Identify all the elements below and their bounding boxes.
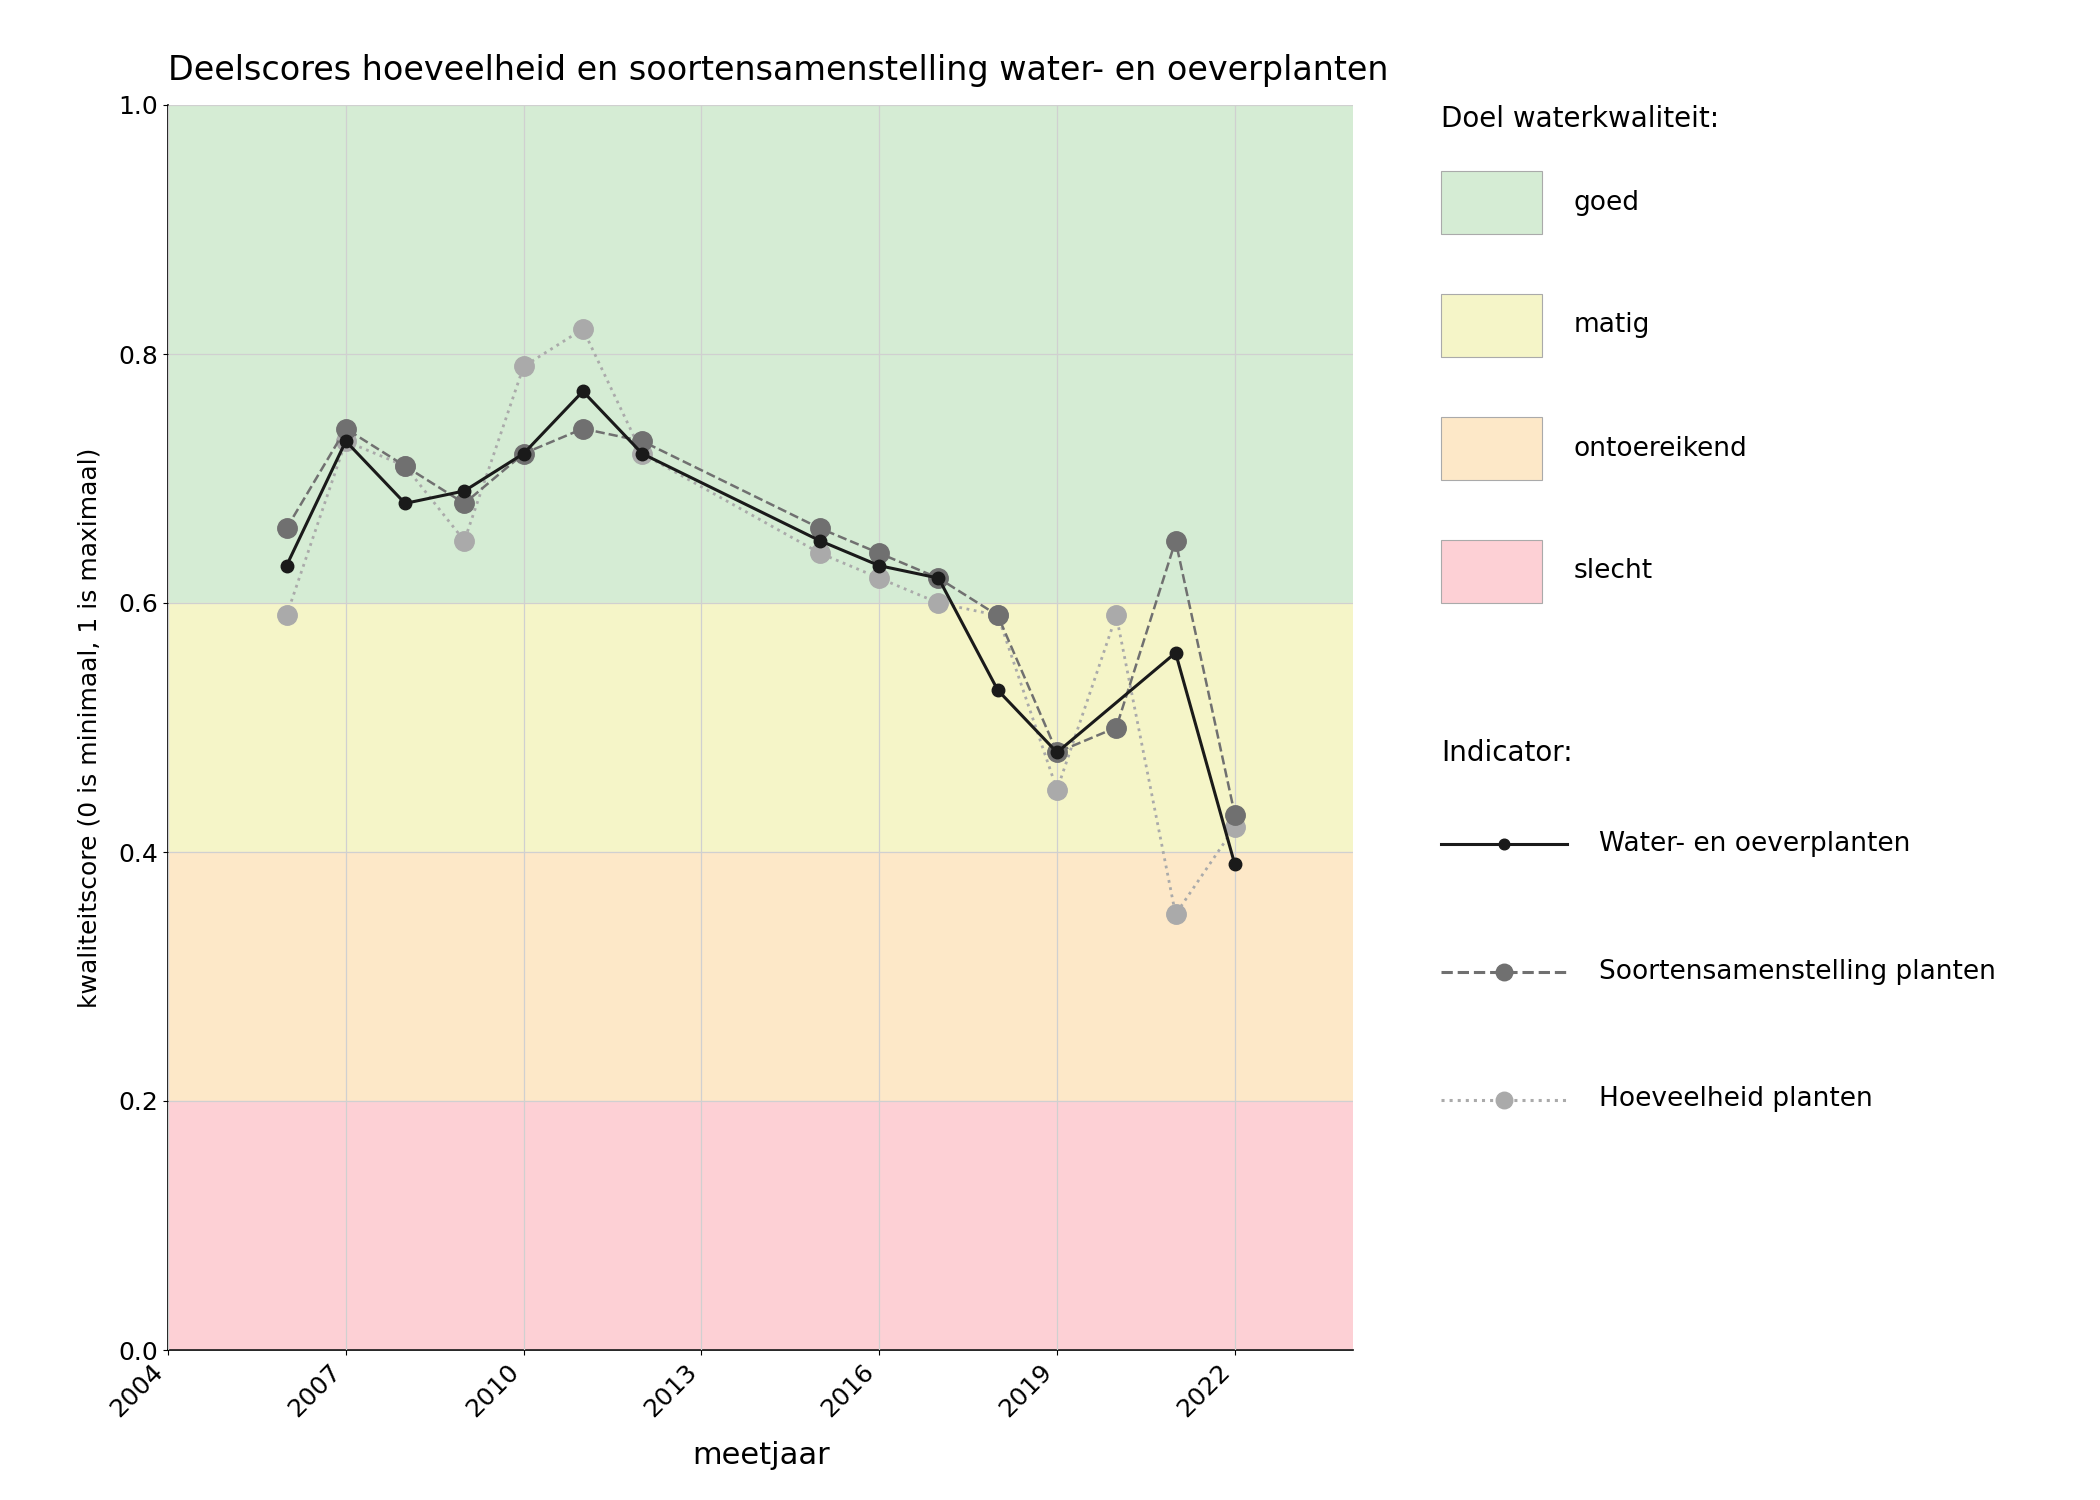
Soortensamenstelling planten xyxy=(1105,718,1130,736)
Water- en oeverplanten xyxy=(1222,855,1247,873)
Water- en oeverplanten xyxy=(510,444,536,462)
Soortensamenstelling planten xyxy=(1222,806,1247,824)
Hoeveelheid planten xyxy=(334,432,359,450)
Y-axis label: kwaliteitscore (0 is minimaal, 1 is maximaal): kwaliteitscore (0 is minimaal, 1 is maxi… xyxy=(78,447,101,1008)
Text: Water- en oeverplanten: Water- en oeverplanten xyxy=(1598,831,1911,858)
Water- en oeverplanten xyxy=(806,532,832,550)
Soortensamenstelling planten xyxy=(985,606,1010,624)
Water- en oeverplanten xyxy=(273,556,298,574)
Text: Deelscores hoeveelheid en soortensamenstelling water- en oeverplanten: Deelscores hoeveelheid en soortensamenst… xyxy=(168,54,1388,87)
Water- en oeverplanten xyxy=(867,556,892,574)
Soortensamenstelling planten xyxy=(806,519,832,537)
Water- en oeverplanten xyxy=(334,432,359,450)
Text: Indicator:: Indicator: xyxy=(1441,740,1573,768)
Hoeveelheid planten xyxy=(571,320,596,338)
Water- en oeverplanten xyxy=(393,495,418,513)
Soortensamenstelling planten xyxy=(867,544,892,562)
X-axis label: meetjaar: meetjaar xyxy=(691,1442,830,1470)
Water- en oeverplanten xyxy=(926,568,951,586)
Text: Hoeveelheid planten: Hoeveelheid planten xyxy=(1598,1086,1873,1113)
Water- en oeverplanten xyxy=(1163,644,1189,662)
Line: Hoeveelheid planten: Hoeveelheid planten xyxy=(277,320,1245,924)
Hoeveelheid planten xyxy=(926,594,951,612)
Soortensamenstelling planten xyxy=(273,519,298,537)
Text: Doel waterkwaliteit:: Doel waterkwaliteit: xyxy=(1441,105,1720,134)
Soortensamenstelling planten xyxy=(1163,532,1189,550)
Water- en oeverplanten xyxy=(630,444,655,462)
Hoeveelheid planten xyxy=(806,544,832,562)
Bar xyxy=(168,105,1352,603)
Hoeveelheid planten xyxy=(1044,780,1069,798)
Soortensamenstelling planten xyxy=(393,458,418,476)
Text: goed: goed xyxy=(1573,189,1640,216)
Line: Soortensamenstelling planten: Soortensamenstelling planten xyxy=(277,419,1245,825)
Text: slecht: slecht xyxy=(1573,558,1653,585)
Hoeveelheid planten xyxy=(1105,606,1130,624)
Soortensamenstelling planten xyxy=(571,420,596,438)
Hoeveelheid planten xyxy=(1222,818,1247,836)
Hoeveelheid planten xyxy=(273,606,298,624)
Water- en oeverplanten xyxy=(1044,744,1069,762)
Text: ontoereikend: ontoereikend xyxy=(1573,435,1747,462)
Bar xyxy=(168,1101,1352,1350)
Water- en oeverplanten xyxy=(452,482,477,500)
Hoeveelheid planten xyxy=(1163,904,1189,922)
Hoeveelheid planten xyxy=(985,606,1010,624)
Hoeveelheid planten xyxy=(452,532,477,550)
Water- en oeverplanten xyxy=(985,681,1010,699)
Soortensamenstelling planten xyxy=(1044,744,1069,762)
Hoeveelheid planten xyxy=(630,444,655,462)
Soortensamenstelling planten xyxy=(926,568,951,586)
Soortensamenstelling planten xyxy=(630,432,655,450)
Hoeveelheid planten xyxy=(510,357,536,375)
Line: Water- en oeverplanten: Water- en oeverplanten xyxy=(279,386,1241,870)
Text: Soortensamenstelling planten: Soortensamenstelling planten xyxy=(1598,958,1995,986)
Hoeveelheid planten xyxy=(393,458,418,476)
Soortensamenstelling planten xyxy=(334,420,359,438)
Soortensamenstelling planten xyxy=(510,444,536,462)
Text: matig: matig xyxy=(1573,312,1651,339)
Water- en oeverplanten xyxy=(571,382,596,400)
Bar xyxy=(168,603,1352,852)
Bar xyxy=(168,852,1352,1101)
Hoeveelheid planten xyxy=(867,568,892,586)
Soortensamenstelling planten xyxy=(452,495,477,513)
